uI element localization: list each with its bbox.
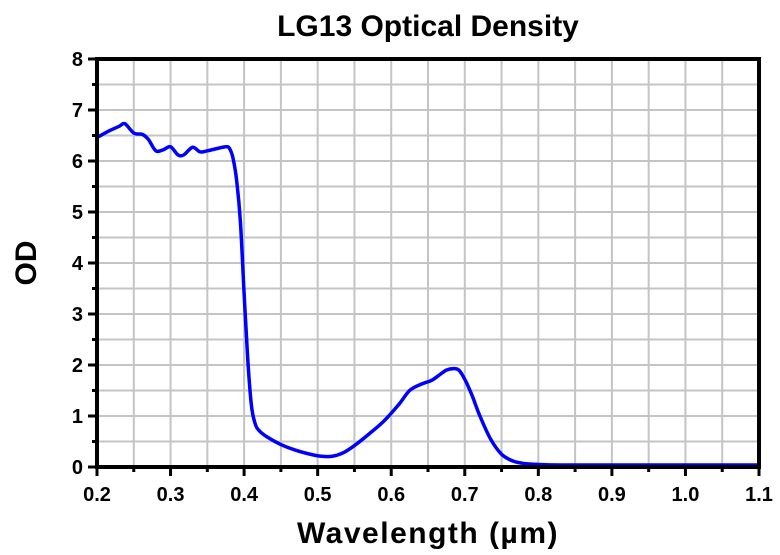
x-axis: 0.2 0.3 0.4 0.5 0.6 0.7 0.8 0.9 1.0 1.1 <box>83 467 773 506</box>
y-tick-label: 0 <box>72 457 83 479</box>
x-tick-label: 0.8 <box>524 484 552 506</box>
x-tick-label: 0.6 <box>377 484 405 506</box>
chart-title: LG13 Optical Density <box>277 10 579 43</box>
x-tick-label: 1.1 <box>745 484 773 506</box>
y-tick-label: 2 <box>72 355 83 377</box>
x-tick-label: 0.9 <box>598 484 626 506</box>
y-axis: 0 1 2 3 4 5 6 7 8 <box>72 49 97 479</box>
x-axis-label: Wavelength (µm) <box>297 517 559 550</box>
y-tick-label: 8 <box>72 49 83 71</box>
x-tick-label: 0.7 <box>451 484 479 506</box>
x-tick-label: 0.3 <box>157 484 185 506</box>
x-tick-label: 1.0 <box>672 484 700 506</box>
series-layer <box>95 121 761 467</box>
y-tick-label: 1 <box>72 406 83 428</box>
y-tick-label: 7 <box>72 100 83 122</box>
grid <box>97 59 759 467</box>
x-tick-label: 0.4 <box>230 484 259 506</box>
y-tick-label: 3 <box>72 304 83 326</box>
x-tick-label: 0.2 <box>83 484 111 506</box>
x-tick-label: 0.5 <box>304 484 332 506</box>
y-tick-label: 4 <box>72 253 84 275</box>
y-tick-label: 5 <box>72 202 83 224</box>
y-tick-label: 6 <box>72 151 83 173</box>
y-axis-label: OD <box>10 241 43 286</box>
series-line-lg13 <box>95 121 761 467</box>
